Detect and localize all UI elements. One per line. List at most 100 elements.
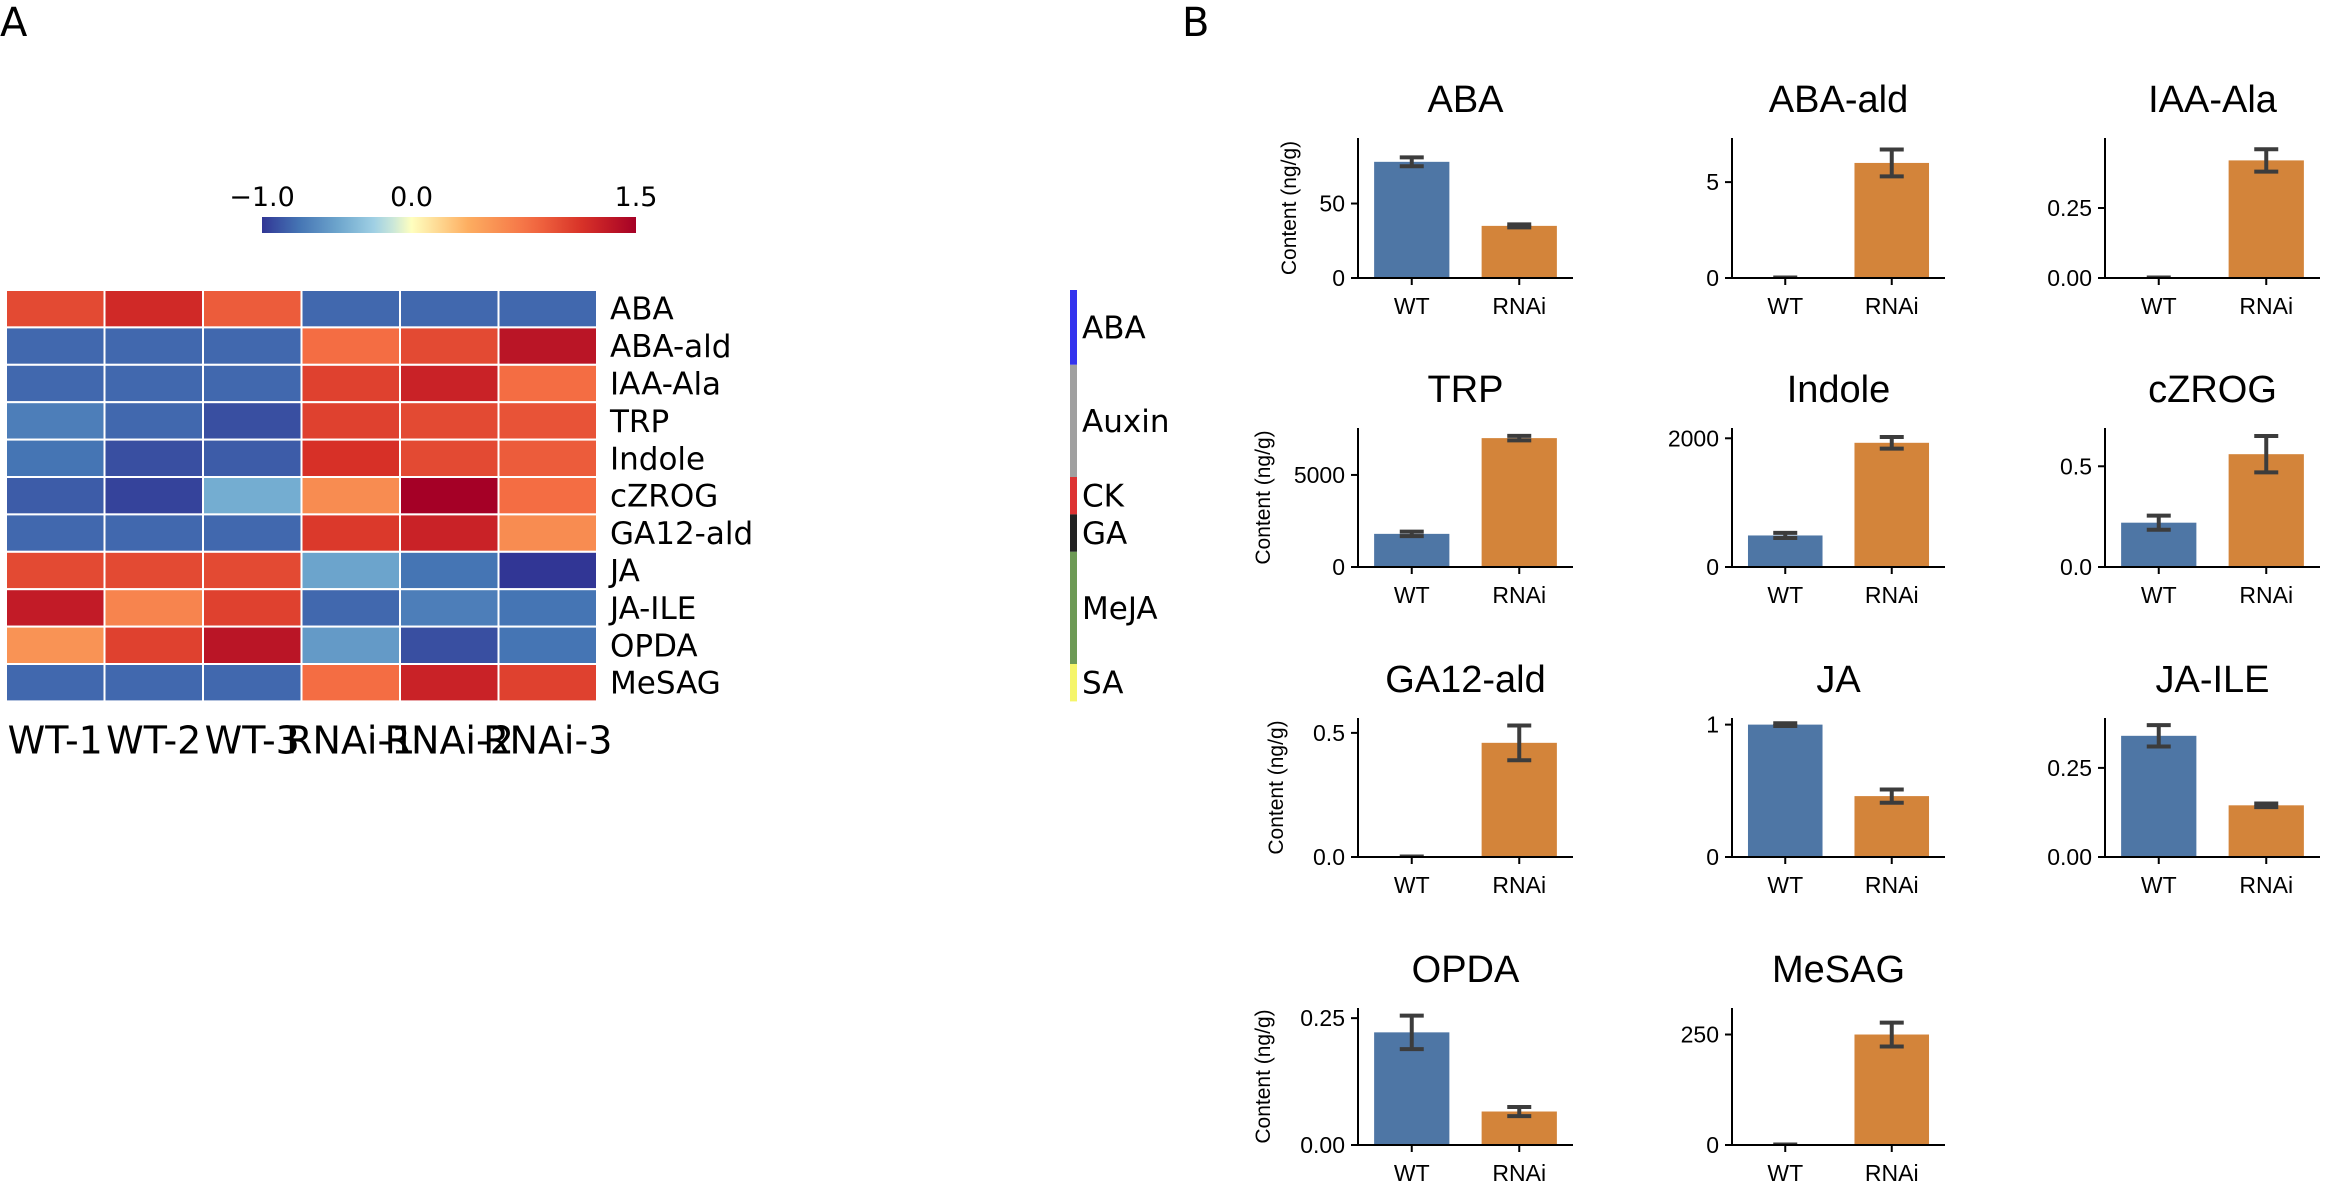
heatmap-cell bbox=[300, 550, 401, 591]
subplot-czrog: cZROG WT RNAi 0.0 0.5 bbox=[2060, 369, 2320, 608]
group-label: GA bbox=[1082, 516, 1127, 552]
colorbar bbox=[262, 217, 636, 233]
y-tick-label: 0.0 bbox=[1313, 844, 1345, 870]
heatmap-row-label: MeSAG bbox=[610, 666, 721, 702]
heatmap-cell bbox=[5, 513, 106, 553]
subplot-title: Indole bbox=[1787, 369, 1891, 411]
heatmap-cell bbox=[497, 625, 598, 665]
x-tick-label: RNAi bbox=[1492, 872, 1546, 898]
x-tick-label: WT bbox=[2141, 293, 2177, 319]
panel-label-a: A bbox=[0, 0, 28, 46]
heatmap-cell bbox=[5, 550, 106, 591]
group-label: SA bbox=[1082, 666, 1123, 702]
heatmap-cell bbox=[5, 663, 106, 703]
subplot-trp: TRP WT RNAi 0 5000 Content (ng/g) bbox=[1252, 369, 1573, 608]
heatmap-cell bbox=[202, 663, 303, 703]
group-label: CK bbox=[1082, 479, 1125, 515]
heatmap-cell bbox=[300, 588, 401, 628]
x-tick-label: RNAi bbox=[2239, 582, 2293, 608]
heatmap-cell bbox=[5, 476, 106, 516]
group-bar-auxin bbox=[1070, 364, 1077, 477]
x-tick-label: RNAi bbox=[2239, 293, 2293, 319]
bar-wt bbox=[2121, 735, 2197, 857]
heatmap-cell bbox=[103, 476, 204, 516]
heatmap-cell bbox=[202, 625, 303, 665]
bar-rnai bbox=[1481, 438, 1557, 567]
subplot-title: ABA-ald bbox=[1769, 79, 1908, 121]
heatmap-column-label: RNAi-1 bbox=[286, 718, 415, 762]
bar-wt bbox=[1374, 1032, 1450, 1145]
subplot-mesag: MeSAG WT RNAi 0 250 bbox=[1681, 949, 1945, 1186]
bar-wt bbox=[1747, 535, 1823, 567]
heatmap-row-label: OPDA bbox=[610, 628, 698, 664]
subplot-ja-ile: JA-ILE WT RNAi 0.00 0.25 bbox=[2047, 659, 2320, 898]
x-tick-label: WT bbox=[1767, 872, 1803, 898]
x-tick-label: RNAi bbox=[1865, 582, 1919, 608]
x-tick-label: RNAi bbox=[1865, 1160, 1919, 1186]
bar-rnai bbox=[1854, 162, 1930, 278]
heatmap-cell bbox=[300, 438, 401, 479]
heatmap-row-label: ABA-ald bbox=[610, 329, 731, 365]
y-tick-label: 0.00 bbox=[1300, 1132, 1345, 1158]
y-tick-label: 0 bbox=[1706, 554, 1719, 580]
heatmap-cell bbox=[497, 326, 598, 366]
heatmap-cell bbox=[300, 401, 401, 441]
x-tick-label: WT bbox=[1394, 872, 1430, 898]
heatmap-row-label: ABA bbox=[610, 292, 674, 328]
group-label: MeJA bbox=[1082, 591, 1158, 627]
y-tick-label: 2000 bbox=[1668, 425, 1719, 451]
heatmap-cell bbox=[202, 476, 303, 516]
bar-wt bbox=[1374, 533, 1450, 567]
subplot-title: JA bbox=[1816, 659, 1861, 701]
subplot-title: JA-ILE bbox=[2155, 659, 2269, 701]
heatmap-cell bbox=[103, 663, 204, 703]
subplot-title: TRP bbox=[1428, 369, 1504, 411]
heatmap-cell bbox=[202, 513, 303, 553]
heatmap-cell bbox=[5, 289, 106, 329]
heatmap-cell bbox=[103, 289, 204, 329]
y-tick-label: 1 bbox=[1706, 712, 1719, 738]
x-tick-label: RNAi bbox=[1492, 582, 1546, 608]
x-tick-label: RNAi bbox=[1865, 872, 1919, 898]
y-tick-label: 0.25 bbox=[2047, 755, 2092, 781]
heatmap-cell bbox=[497, 438, 598, 479]
colorbar-tick-label: 0.0 bbox=[390, 182, 433, 213]
subplot-indole: Indole WT RNAi 0 2000 bbox=[1668, 369, 1945, 608]
heatmap-cell bbox=[399, 513, 500, 553]
heatmap-column-label: RNAi-2 bbox=[385, 718, 514, 762]
heatmap-cell bbox=[399, 326, 500, 366]
heatmap-cell bbox=[103, 625, 204, 665]
heatmap-cell bbox=[202, 438, 303, 479]
y-tick-label: 0 bbox=[1706, 1132, 1719, 1158]
heatmap-cell bbox=[497, 289, 598, 329]
y-tick-label: 50 bbox=[1319, 191, 1345, 217]
heatmap-cell bbox=[202, 588, 303, 628]
heatmap-cell bbox=[103, 363, 204, 404]
heatmap-cell bbox=[497, 588, 598, 628]
heatmap-cell bbox=[497, 401, 598, 441]
heatmap-cell bbox=[5, 625, 106, 665]
group-bar-aba bbox=[1070, 290, 1077, 365]
heatmap-row-label: JA bbox=[608, 554, 640, 590]
y-tick-label: 0.00 bbox=[2047, 844, 2092, 870]
bar-rnai bbox=[2228, 160, 2304, 278]
heatmap-row-label: JA-ILE bbox=[608, 591, 696, 627]
subplot-ja: JA WT RNAi 0 1 bbox=[1706, 659, 1945, 898]
bar-rnai bbox=[1854, 796, 1930, 857]
heatmap-column-label: WT-3 bbox=[205, 718, 300, 762]
heatmap-row-label: TRP bbox=[609, 404, 669, 440]
heatmap-cell bbox=[103, 588, 204, 628]
heatmap-cell bbox=[399, 550, 500, 591]
heatmap-cell bbox=[5, 588, 106, 628]
heatmap-cell bbox=[399, 663, 500, 703]
heatmap-cell bbox=[300, 663, 401, 703]
heatmap-cell bbox=[5, 401, 106, 441]
heatmap-cell bbox=[202, 363, 303, 404]
heatmap-cell bbox=[202, 326, 303, 366]
y-tick-label: 0.5 bbox=[1313, 720, 1345, 746]
heatmap-cell bbox=[202, 401, 303, 441]
colorbar-tick-label: 1.5 bbox=[615, 182, 658, 213]
panel-label-b: B bbox=[1182, 0, 1209, 46]
heatmap-row-label: GA12-ald bbox=[610, 516, 753, 552]
heatmap-column-label: WT-1 bbox=[8, 718, 103, 762]
